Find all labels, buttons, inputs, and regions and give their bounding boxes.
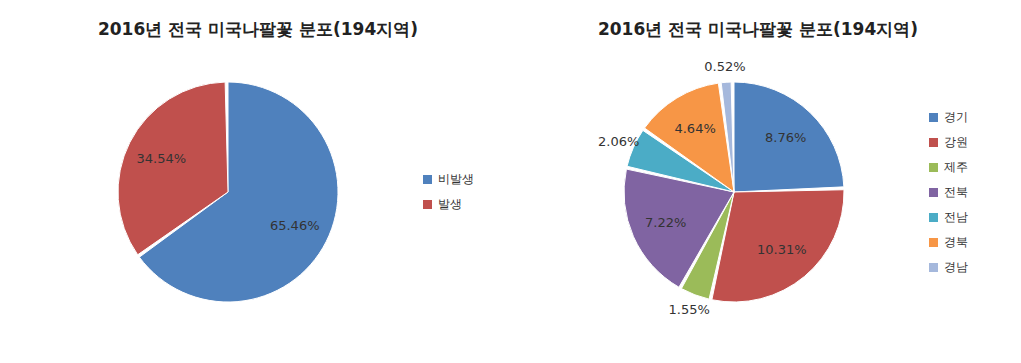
svg-text:8.76%: 8.76% [764,130,805,145]
html-text:2016년 전국 미국나팔꽃 분포(194지역): 2016년 전국 미국나팔꽃 분포(194지역) [597,19,918,39]
html-text:제주: 제주 [943,159,968,174]
html-text:전남: 전남 [943,209,968,224]
html-text:경남: 경남 [943,259,968,274]
html-text:경북: 경북 [943,234,968,249]
html-text:2016년 전국 미국나팔꽃 분포(194지역): 2016년 전국 미국나팔꽃 분포(194지역) [97,19,418,39]
svg-text:4.64%: 4.64% [674,121,715,136]
svg-text:2.06%: 2.06% [598,134,639,149]
svg-text:7.22%: 7.22% [644,215,685,230]
svg-text:0.52%: 0.52% [704,59,745,74]
html-text:비발생: 비발생 [437,172,474,186]
svg-text:34.54%: 34.54% [136,151,186,166]
svg-text:1.55%: 1.55% [668,302,709,317]
html-text:강원: 강원 [943,134,968,149]
html-text:발생: 발생 [437,197,462,211]
svg-text:10.31%: 10.31% [757,242,807,257]
html-text:경기: 경기 [943,109,968,124]
svg-text:65.46%: 65.46% [269,218,319,233]
html-text:전북: 전북 [943,184,968,199]
